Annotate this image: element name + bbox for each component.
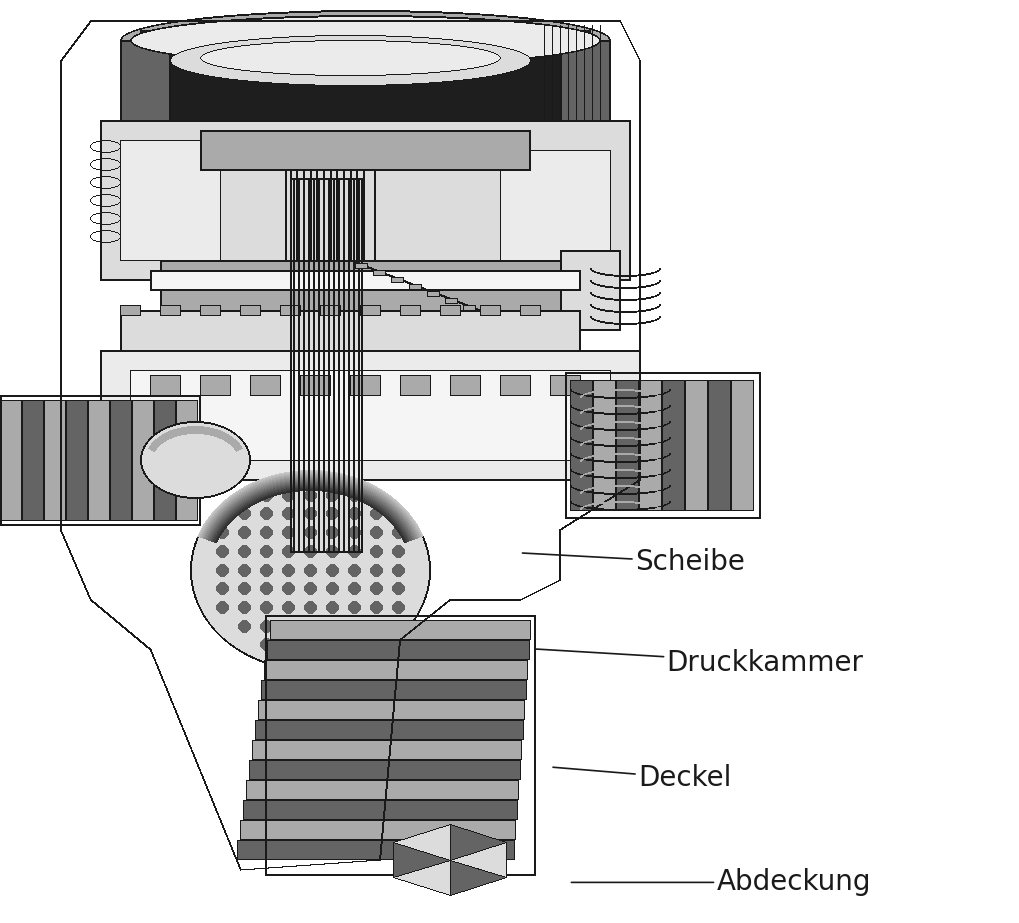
Text: Druckkammer: Druckkammer [536, 649, 863, 677]
Text: Abdeckung: Abdeckung [572, 869, 871, 896]
Text: Scheibe: Scheibe [523, 548, 745, 576]
Text: Deckel: Deckel [553, 764, 732, 792]
